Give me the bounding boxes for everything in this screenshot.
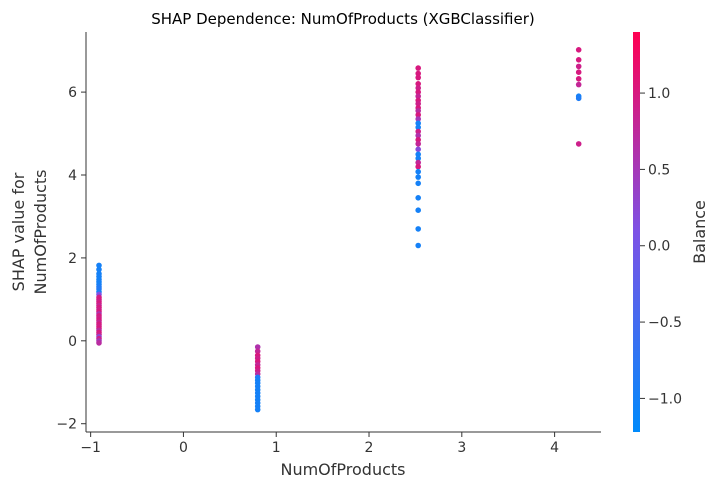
scatter-point (415, 93, 422, 99)
scatter-point (575, 76, 582, 82)
x-axis-label: NumOfProducts (280, 460, 405, 479)
scatter-point (415, 128, 422, 135)
x-ticks: −1 0 1 2 3 4 (80, 432, 559, 456)
scatter-point (575, 141, 582, 147)
y-ticks: −2 0 2 4 6 (56, 85, 86, 433)
scatter-point (415, 180, 422, 187)
y-axis-label-line-1: SHAP value for (9, 172, 28, 291)
scatter-point (415, 207, 422, 213)
scatter-point (415, 112, 422, 118)
scatter-point (415, 195, 422, 201)
chart-title: SHAP Dependence: NumOfProducts (XGBClass… (151, 10, 535, 28)
y-tick-label: 2 (68, 251, 77, 267)
scatter-point (96, 340, 102, 346)
x-tick-label: 3 (457, 440, 466, 456)
scatter-points (96, 47, 582, 413)
x-tick-label: 4 (550, 440, 559, 456)
scatter-point (415, 242, 422, 249)
scatter-point (415, 159, 422, 166)
colorbar-label: Balance (690, 200, 709, 264)
x-tick-label: 1 (272, 440, 281, 456)
colorbar-tick-label: −1.0 (648, 391, 682, 407)
scatter-point (415, 141, 422, 147)
y-tick-label: 4 (68, 168, 77, 184)
y-tick-label: 6 (68, 85, 77, 101)
scatter-point (415, 174, 422, 180)
scatter-point (415, 151, 422, 158)
scatter-point (415, 146, 422, 153)
scatter-point (415, 89, 422, 95)
scatter-point (96, 266, 102, 273)
scatter-point (415, 108, 422, 114)
scatter-point (254, 406, 261, 413)
scatter-point (415, 168, 422, 175)
scatter-point (575, 63, 582, 70)
scatter-point (415, 226, 422, 232)
scatter-point (415, 81, 422, 87)
scatter-point (415, 74, 422, 81)
scatter-point (575, 57, 582, 63)
x-tick-label: −1 (80, 440, 101, 456)
scatter-point (415, 132, 422, 139)
scatter-point (575, 69, 582, 75)
y-axis-label-line-2: NumOfProducts (31, 169, 50, 294)
scatter-point (415, 116, 422, 122)
scatter-point (415, 85, 422, 91)
scatter-point (415, 100, 422, 107)
scatter-point (96, 262, 102, 269)
scatter-point (415, 155, 422, 162)
x-tick-label: 0 (179, 440, 188, 456)
scatter-point (575, 81, 582, 88)
colorbar-tick-label: 0.5 (648, 162, 670, 178)
colorbar (633, 32, 640, 432)
scatter-point (575, 47, 582, 53)
colorbar-tick-label: 0.0 (648, 239, 670, 255)
scatter-point (415, 65, 422, 71)
scatter-point (254, 344, 261, 350)
scatter-point (415, 163, 422, 170)
y-tick-label: −2 (56, 417, 77, 433)
scatter-point (415, 120, 422, 126)
y-tick-label: 0 (68, 334, 77, 350)
scatter-point (415, 70, 422, 77)
scatter-point (254, 348, 261, 355)
colorbar-tick-label: −0.5 (648, 315, 682, 331)
scatter-point (415, 137, 422, 143)
scatter-point (415, 124, 422, 131)
x-tick-label: 2 (365, 440, 374, 456)
scatter-point (575, 95, 582, 102)
colorbar-tick-label: 1.0 (648, 86, 670, 102)
colorbar-ticks: −1.0 −0.5 0.0 0.5 1.0 (640, 86, 682, 407)
